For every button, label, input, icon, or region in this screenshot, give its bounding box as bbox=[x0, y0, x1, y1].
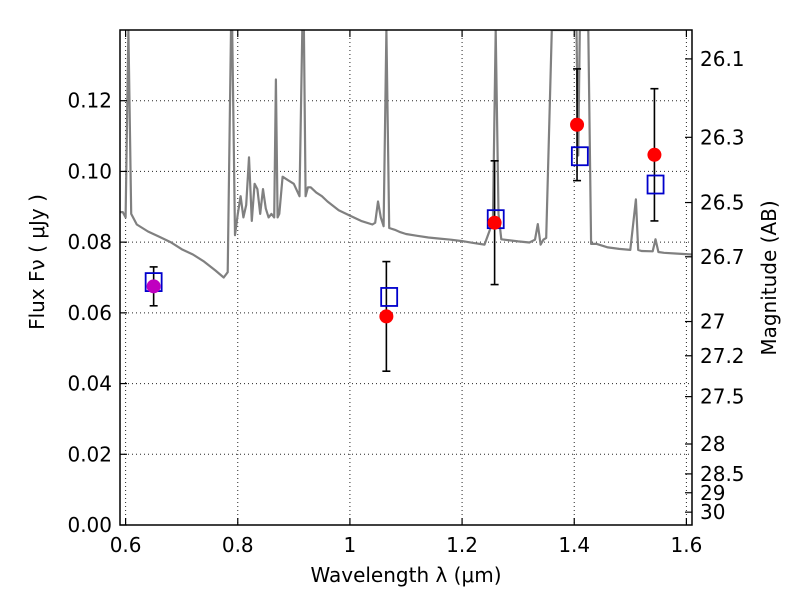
y-tick-label: 0.04 bbox=[67, 372, 112, 396]
x-tick-label: 1.6 bbox=[670, 533, 702, 557]
y-tick-label: 0.10 bbox=[67, 159, 112, 183]
grid-lines bbox=[120, 30, 692, 525]
y-tick-label: 0.08 bbox=[67, 230, 112, 254]
right-tick-label: 26.7 bbox=[700, 245, 745, 269]
right-tick-label: 28 bbox=[700, 432, 725, 456]
model-square bbox=[646, 174, 665, 195]
y-tick-label: 0.06 bbox=[67, 301, 112, 325]
x-tick-label: 0.6 bbox=[110, 533, 142, 557]
model-square bbox=[380, 287, 399, 307]
right-tick-label: 28.5 bbox=[700, 462, 745, 486]
x-axis-ticks: 0.6 0.8 1 1.2 1.4 1.6 bbox=[110, 30, 702, 557]
right-axis-title: Magnitude (AB) bbox=[757, 200, 781, 355]
right-tick-label: 27 bbox=[700, 310, 725, 334]
y-tick-label: 0.00 bbox=[67, 513, 112, 537]
model-square bbox=[570, 146, 589, 167]
right-tick-label: 27.2 bbox=[700, 344, 745, 368]
x-axis-title: Wavelength λ (μm) bbox=[310, 563, 501, 587]
right-tick-label: 26.5 bbox=[700, 191, 745, 215]
y-tick-label: 0.12 bbox=[67, 89, 112, 113]
right-tick-label: 29 bbox=[700, 481, 725, 505]
observed-point bbox=[487, 215, 502, 230]
right-tick-label: 30 bbox=[700, 500, 725, 524]
right-tick-label: 27.5 bbox=[700, 385, 745, 409]
observed-points bbox=[146, 117, 662, 324]
plot-frame bbox=[119, 29, 693, 526]
y-axis-title: Flux Fν ( μJy ) bbox=[25, 194, 49, 330]
x-tick-label: 0.8 bbox=[222, 533, 254, 557]
model-spectrum-line bbox=[120, 30, 692, 279]
right-tick-label: 26.3 bbox=[700, 125, 745, 149]
observed-point bbox=[146, 279, 161, 294]
y-tick-label: 0.02 bbox=[67, 442, 112, 466]
observed-point bbox=[570, 117, 585, 132]
plot-background bbox=[120, 30, 692, 525]
x-tick-label: 1 bbox=[344, 533, 357, 557]
x-tick-label: 1.4 bbox=[558, 533, 590, 557]
y-axis-ticks: 0.00 0.02 0.04 0.06 0.08 0.10 0.12 bbox=[67, 89, 127, 537]
model-points bbox=[144, 146, 665, 307]
right-tick-label: 26.1 bbox=[700, 47, 745, 71]
observed-point bbox=[647, 147, 662, 162]
x-tick-label: 1.2 bbox=[446, 533, 478, 557]
observed-point bbox=[379, 309, 394, 324]
